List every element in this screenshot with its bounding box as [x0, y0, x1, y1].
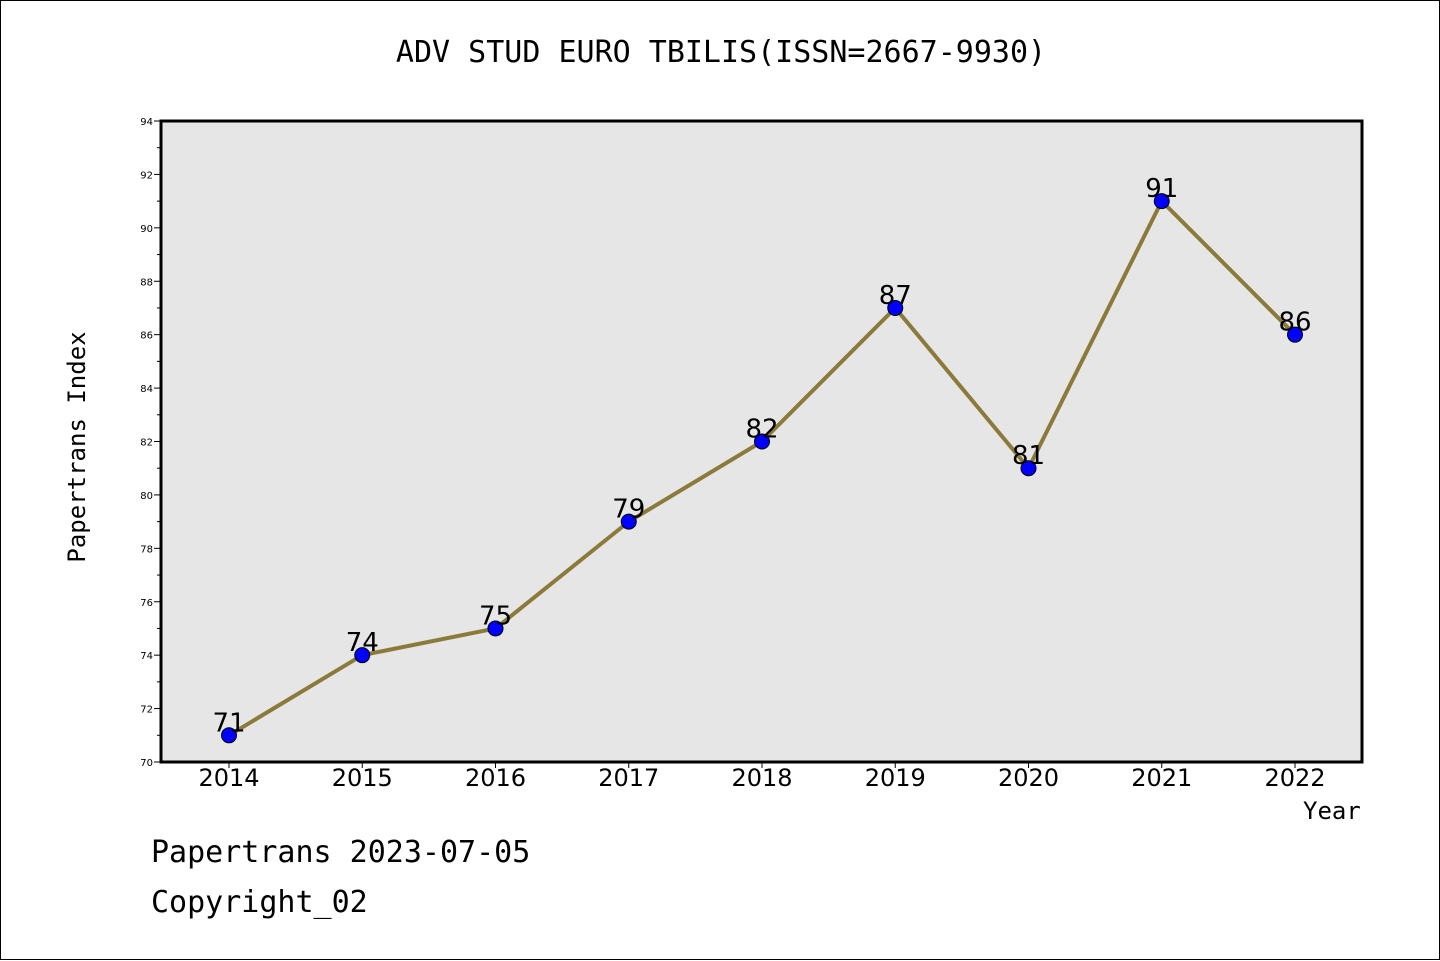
y-tick-label: 82: [140, 438, 153, 449]
data-point: [1020, 460, 1037, 477]
y-tick-label: 72: [140, 705, 153, 716]
data-point: [354, 647, 371, 664]
y-tick-label: 94: [140, 117, 153, 128]
y-tick-label: 88: [140, 277, 153, 288]
data-point: [887, 299, 904, 316]
data-point: [487, 620, 504, 637]
footer-copyright: Copyright_02: [151, 885, 368, 920]
x-tick-label: 2020: [998, 764, 1059, 792]
x-tick-label: 2022: [1264, 764, 1325, 792]
y-tick-label: 78: [140, 544, 153, 555]
data-label: 81: [1012, 441, 1045, 471]
data-label: 74: [346, 628, 379, 658]
data-point: [754, 433, 770, 450]
x-axis-label: Year: [1303, 797, 1361, 825]
x-tick-label: 2021: [1131, 764, 1192, 792]
data-label: 75: [479, 601, 512, 631]
x-tick-label: 2015: [332, 764, 393, 792]
x-tick-label: 2019: [865, 764, 926, 792]
y-tick-label: 84: [140, 384, 153, 395]
x-tick-label: 2016: [465, 764, 526, 792]
data-labels: 71 74 75 79 82 87 81 91 86: [212, 174, 1311, 738]
data-label: 91: [1145, 174, 1178, 204]
data-point: [620, 513, 637, 530]
x-tick-label: 2017: [598, 764, 659, 792]
data-label: 86: [1278, 308, 1311, 338]
chart-title: ADV STUD EURO TBILIS(ISSN=2667-9930): [395, 35, 1047, 70]
x-axis: 2014 2015 2016 2017 2018 2019 2020 2021 2022: [198, 762, 1326, 792]
data-label: 87: [879, 281, 912, 311]
x-tick-label: 2018: [731, 764, 792, 792]
y-tick-label: 74: [140, 651, 153, 662]
footer-date: Papertrans 2023-07-05: [151, 835, 531, 870]
data-point: [221, 727, 237, 744]
data-label: 82: [745, 415, 778, 445]
y-axis: 70 72 74 76 78 80 82 84 86 88 90 92 94: [140, 117, 161, 769]
y-tick-label: 86: [140, 331, 153, 342]
y-tick-label: 90: [140, 224, 153, 235]
data-point: [1153, 193, 1170, 210]
y-tick-label: 76: [140, 598, 153, 609]
y-tick-label: 92: [140, 170, 153, 181]
data-point: [1287, 326, 1303, 343]
data-points: [221, 193, 1303, 744]
data-label: 79: [612, 495, 645, 525]
x-tick-label: 2014: [198, 764, 259, 792]
y-tick-label: 80: [140, 491, 153, 502]
data-label: 71: [212, 708, 245, 738]
y-tick-label: 70: [140, 758, 153, 769]
